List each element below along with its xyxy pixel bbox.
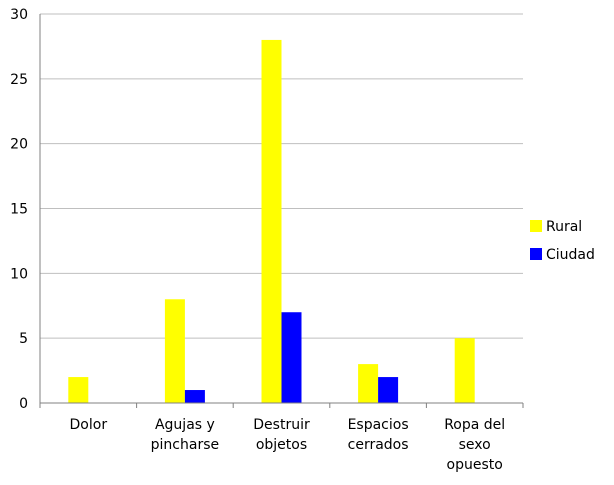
category-label: pincharse [151,437,219,453]
bars [68,39,475,403]
category-label: Dolor [70,417,108,433]
legend: Rural Ciudad [530,219,595,263]
legend-swatch-ciudad [530,248,542,260]
legend-label-ciudad: Ciudad [546,247,595,263]
bar-rural [164,299,185,403]
category-label: sexo [459,437,491,453]
bar-ciudad [378,377,399,403]
category-label: Ropa del [444,417,505,433]
legend-label-rural: Rural [546,219,582,235]
axes [39,14,524,408]
bar-rural [68,377,89,403]
bar-rural [261,39,282,403]
category-label: Agujas y [155,417,215,433]
bar-ciudad [281,312,302,403]
y-tick-label: 20 [10,137,28,153]
y-tick-label: 15 [10,202,28,218]
bar-rural [358,364,379,403]
category-label: Espacios [348,417,409,433]
y-tick-label: 0 [19,396,28,412]
category-labels: Dolor Agujas y pincharse Destruir objetos Esp… [70,417,506,473]
category-label: Destruir [253,417,310,433]
bar-ciudad [184,390,205,403]
y-tick-label: 5 [19,331,28,347]
legend-swatch-rural [530,220,542,232]
bar-rural [454,338,475,403]
category-label: objetos [256,437,307,453]
y-tick-label: 25 [10,72,28,88]
category-label: opuesto [447,457,503,473]
y-tick-label: 10 [10,266,28,282]
y-axis-tick-labels: 0 5 10 15 20 25 30 [10,7,28,412]
category-label: cerrados [348,437,409,453]
y-tick-label: 30 [10,7,28,23]
